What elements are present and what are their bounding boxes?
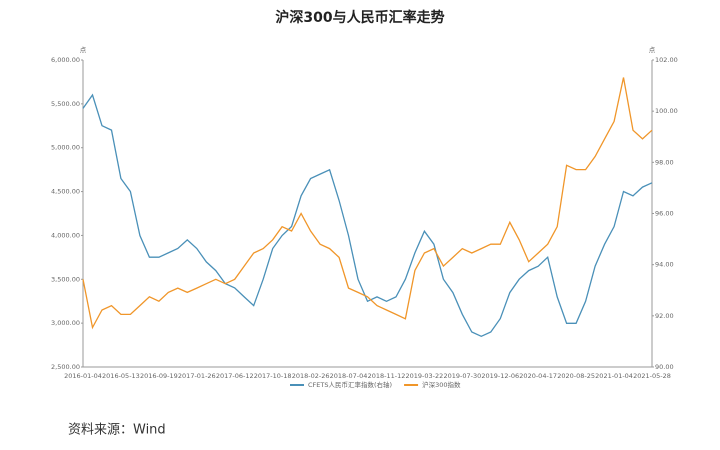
x-tick-label: 2017-10-18 bbox=[254, 372, 292, 380]
x-tick-label: 2021-05-28 bbox=[633, 372, 671, 380]
chart-title: 沪深300与人民币汇率走势 bbox=[275, 9, 444, 26]
y2-tick-label: 90.00 bbox=[655, 363, 674, 371]
x-tick-label: 2017-06-12 bbox=[216, 372, 254, 380]
y-tick-label: 6,000.00 bbox=[51, 56, 80, 64]
x-tick-label: 2019-03-22 bbox=[406, 372, 444, 380]
x-tick-label: 2018-07-04 bbox=[330, 372, 368, 380]
y-tick-label: 2,500.00 bbox=[51, 363, 80, 371]
y2-tick-label: 96.00 bbox=[655, 210, 674, 218]
source-note: 资料来源：Wind bbox=[68, 423, 166, 438]
x-tick-label: 2020-08-25 bbox=[557, 372, 595, 380]
y2-tick-label: 98.00 bbox=[655, 158, 674, 166]
y2-tick-label: 100.00 bbox=[655, 107, 678, 115]
x-tick-label: 2021-01-04 bbox=[595, 372, 633, 380]
y-tick-label: 3,000.00 bbox=[51, 319, 80, 327]
x-tick-label: 2018-11-12 bbox=[368, 372, 406, 380]
legend-label: 沪深300指数 bbox=[422, 380, 461, 389]
data-line bbox=[82, 77, 653, 330]
x-tick-label: 2020-04-17 bbox=[519, 372, 557, 380]
y2-tick-label: 92.00 bbox=[655, 312, 674, 320]
x-tick-label: 2016-01-04 bbox=[64, 372, 102, 380]
x-tick-label: 2018-02-26 bbox=[292, 372, 330, 380]
legend-label: CFETS人民币汇率指数(右轴) bbox=[308, 380, 392, 389]
x-tick-label: 2016-09-19 bbox=[140, 372, 178, 380]
y-tick-label: 4,000.00 bbox=[51, 231, 80, 239]
y2-tick-label: 94.00 bbox=[655, 261, 674, 269]
x-tick-label: 2016-05-13 bbox=[102, 372, 140, 380]
y-tick-label: 3,500.00 bbox=[51, 275, 80, 283]
x-tick-label: 2017-01-26 bbox=[178, 372, 216, 380]
y2-tick-label: 102.00 bbox=[655, 56, 678, 64]
data-line bbox=[82, 93, 653, 338]
y-axis-unit: 点 bbox=[80, 46, 87, 54]
y2-axis-unit: 点 bbox=[649, 46, 656, 54]
x-tick-label: 2019-07-30 bbox=[443, 372, 481, 380]
y-tick-label: 5,500.00 bbox=[51, 100, 80, 108]
y-tick-label: 4,500.00 bbox=[51, 188, 80, 196]
y-tick-label: 5,000.00 bbox=[51, 144, 80, 152]
x-tick-label: 2019-12-06 bbox=[481, 372, 519, 380]
